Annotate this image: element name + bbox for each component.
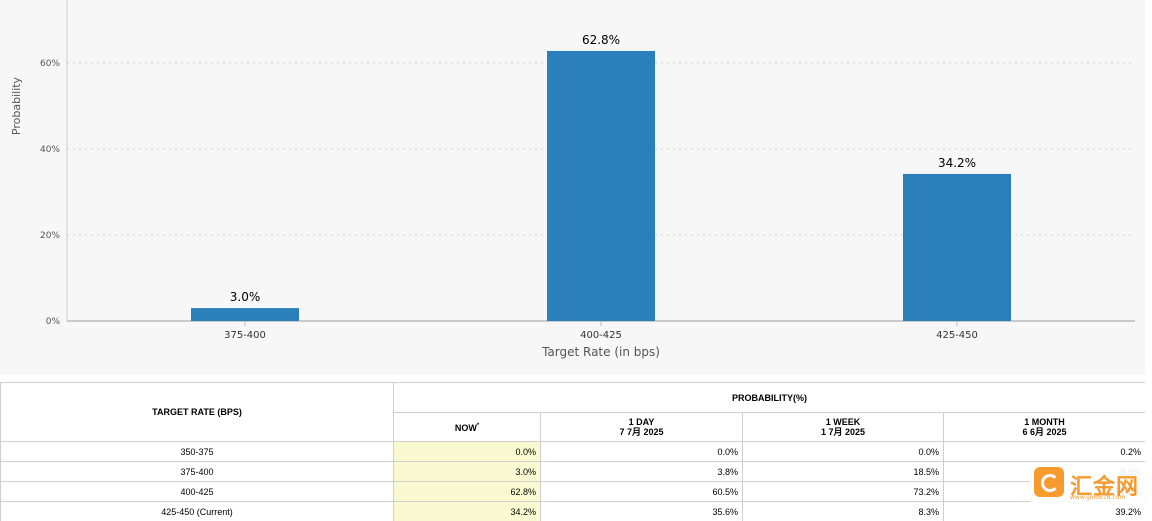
target-rate-header: TARGET RATE (BPS) xyxy=(0,382,394,442)
one-week-header: 1 WEEK 1 7月 2025 xyxy=(742,412,944,442)
bar xyxy=(191,308,299,321)
x-tick-label: 425-450 xyxy=(936,330,978,341)
probability-header: PROBABILITY(%) xyxy=(393,382,1145,413)
y-axis-title: Probability xyxy=(10,76,23,135)
logo-domain: www.gold678.com xyxy=(1070,494,1126,501)
one-day-header-date: 7 7月 2025 xyxy=(619,427,664,437)
one-week-cell: 0.0% xyxy=(742,441,944,462)
now-cell: 34.2% xyxy=(393,501,541,521)
rate-cell: 425-450 (Current) xyxy=(0,501,394,521)
now-cell: 62.8% xyxy=(393,481,541,502)
bar-value-label: 62.8% xyxy=(582,33,620,47)
now-header: NOW* xyxy=(393,412,541,442)
probability-table-panel: TARGET RATE (BPS) PROBABILITY(%) NOW* 1 … xyxy=(0,382,1145,521)
one-month-cell: 39.2% xyxy=(943,501,1145,521)
one-week-header-label: 1 WEEK xyxy=(825,417,861,427)
rate-cell: 375-400 xyxy=(0,461,394,482)
gold678-logo: 汇金网 www.gold678.com xyxy=(1030,463,1145,503)
now-cell: 3.0% xyxy=(393,461,541,482)
table-row: 350-375 0.0% 0.0% 0.0% 0.2% xyxy=(0,441,1145,462)
now-header-marker: * xyxy=(476,423,480,429)
one-day-header: 1 DAY 7 7月 2025 xyxy=(540,412,743,442)
rate-cell: 400-425 xyxy=(0,481,394,502)
y-tick-label: 60% xyxy=(40,59,60,69)
y-tick-label: 0% xyxy=(46,317,61,327)
one-week-header-date: 1 7月 2025 xyxy=(820,427,866,437)
table-row: 400-425 62.8% 60.5% 73.2% 51.8% xyxy=(0,481,1145,502)
chart-panel: 0% 20% 40% 60% 3.0% 375-400 62.8% 400-425 34.2% 4… xyxy=(10,0,1135,359)
bar-value-label: 34.2% xyxy=(938,156,976,170)
one-day-cell: 35.6% xyxy=(540,501,743,521)
bar-value-label: 3.0% xyxy=(230,290,261,304)
rate-cell: 350-375 xyxy=(0,441,394,462)
one-day-header-label: 1 DAY xyxy=(628,417,655,427)
table-row: 375-400 3.0% 3.8% 18.5% 8.8% xyxy=(0,461,1145,482)
one-month-header-label: 1 MONTH xyxy=(1024,417,1065,427)
one-week-cell: 18.5% xyxy=(742,461,944,482)
bar xyxy=(547,50,655,322)
one-month-header: 1 MONTH 6 6月 2025 xyxy=(943,412,1145,442)
x-tick-label: 400-425 xyxy=(580,330,622,341)
one-week-cell: 8.3% xyxy=(742,501,944,521)
one-month-cell: 0.2% xyxy=(943,441,1145,462)
probability-bar-chart: 0% 20% 40% 60% 3.0% 375-400 62.8% 400-425 34.2% 4… xyxy=(10,0,1135,359)
gold678-logo-icon xyxy=(1034,467,1064,497)
one-day-cell: 60.5% xyxy=(540,481,743,502)
table-row: 425-450 (Current) 34.2% 35.6% 8.3% 39.2% xyxy=(0,501,1145,521)
x-tick-label: 375-400 xyxy=(224,330,266,341)
one-day-cell: 3.8% xyxy=(540,461,743,482)
x-axis-title: Target Rate (in bps) xyxy=(541,345,660,359)
now-header-label: NOW xyxy=(454,423,477,433)
probability-table: TARGET RATE (BPS) PROBABILITY(%) NOW* 1 … xyxy=(0,382,1145,521)
one-month-header-date: 6 6月 2025 xyxy=(1022,427,1067,437)
bar xyxy=(903,173,1011,321)
one-day-cell: 0.0% xyxy=(540,441,743,462)
y-tick-label: 20% xyxy=(40,231,60,241)
now-cell: 0.0% xyxy=(393,441,541,462)
logo-wordmark: 汇金网 xyxy=(1070,475,1140,500)
y-tick-label: 40% xyxy=(40,145,60,155)
one-week-cell: 73.2% xyxy=(742,481,944,502)
